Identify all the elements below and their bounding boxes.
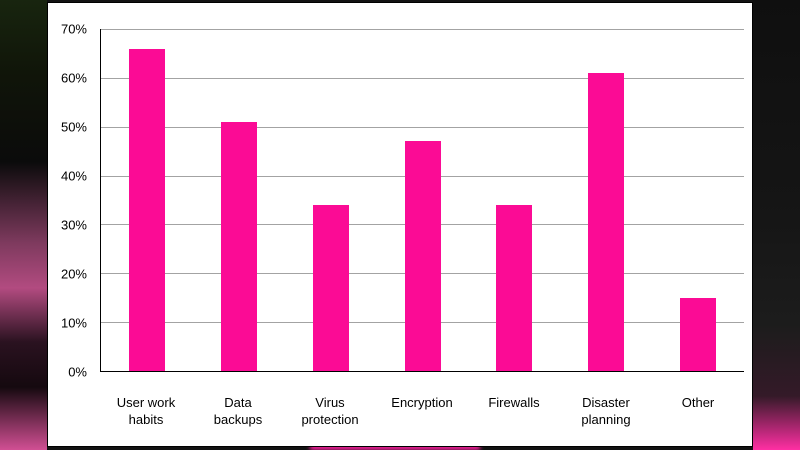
y-tick-label: 10% [60,315,87,331]
bar-slot [377,29,469,371]
y-axis-labels: 0% 10% 20% 30% 40% 50% 60% 70% [48,22,94,380]
x-category-label: Other [681,395,715,410]
bar-other [680,297,717,371]
gridline [101,126,744,128]
bars-container [101,29,744,371]
y-tick-label: 40% [60,168,87,184]
background-left-edge [0,0,47,450]
bar-encryption [404,141,441,371]
x-category-label: Encryption [391,395,453,410]
gridline [101,77,744,79]
x-category-label: Data backups [213,395,263,427]
y-tick-label: 0% [68,364,87,380]
y-tick-label: 50% [60,119,87,135]
background-right-edge [753,0,800,450]
x-category-label: Virus protection [301,395,359,427]
plot-area [100,29,744,372]
bar-slot [652,29,744,371]
x-axis-labels: User work habits Data backups Virus protectio… [100,384,744,438]
bar-virus-protection [312,204,349,371]
bar-slot [193,29,285,371]
bar-slot [468,29,560,371]
bar-user-work-habits [128,48,165,371]
bar-slot [101,29,193,371]
y-tick-label: 30% [60,217,87,233]
bar-slot [560,29,652,371]
bar-slot [285,29,377,371]
x-category-label: Disaster planning [581,395,631,427]
y-tick-label: 70% [60,21,87,37]
y-tick-label: 20% [60,266,87,282]
bar-data-backups [220,121,257,371]
x-category-label: Firewalls [488,395,540,410]
background-bottom-glow [310,444,480,450]
bar-disaster-planning [588,72,625,371]
y-tick-label: 60% [60,70,87,86]
x-category-label: User work habits [116,395,176,427]
chart-panel: 0% 10% 20% 30% 40% 50% 60% 70% User work habits D… [47,2,753,447]
bar-firewalls [496,204,533,371]
gridline [101,29,744,30]
